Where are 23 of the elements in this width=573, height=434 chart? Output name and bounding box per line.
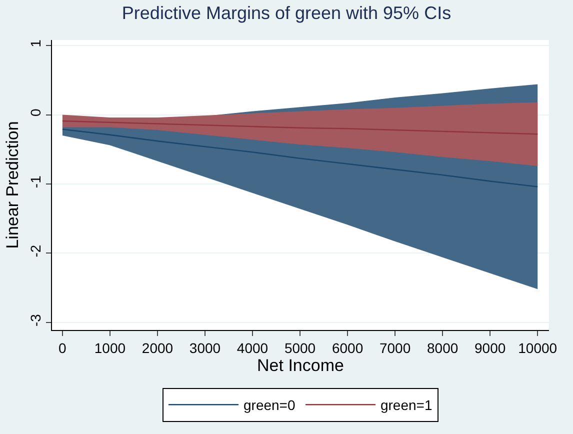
legend-label: green=1 [380,397,432,414]
x-tick-label: 1000 [94,340,126,356]
y-tick-label: -1 [27,175,44,188]
legend-label: green=0 [244,397,296,414]
y-tick-label: -2 [27,244,44,258]
x-axis-title: Net Income [257,356,344,375]
line-series [62,128,538,188]
x-tick-label: 9000 [474,340,506,356]
x-tick-label: 7000 [379,340,411,356]
x-tick-label: 2000 [142,340,174,356]
x-tick-label: 6000 [332,340,364,356]
x-tick-label: 5000 [284,340,316,356]
y-tick-label: -3 [27,314,44,327]
x-tick-label: 8000 [426,340,458,356]
line-series [62,120,538,135]
x-tick-label: 4000 [236,340,268,356]
y-tick-label: 1 [27,39,44,48]
x-tick-label: 10000 [518,340,558,356]
chart-title: Predictive Margins of green with 95% CIs [122,3,452,24]
x-tick-label: 3000 [189,340,221,356]
y-tick-label: 0 [27,108,44,117]
y-axis-title: Linear Prediction [2,121,22,249]
x-tick-label: 0 [58,340,67,356]
